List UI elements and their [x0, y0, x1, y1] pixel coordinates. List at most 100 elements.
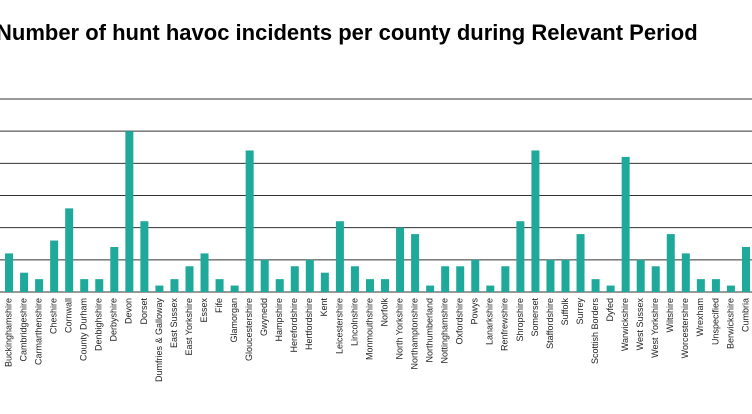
x-tick-label: Unspecified — [710, 298, 720, 345]
bar — [20, 272, 29, 292]
bar — [35, 279, 44, 292]
bar — [471, 259, 480, 292]
bar — [396, 227, 405, 292]
x-tick-label: Monmouthshire — [364, 298, 374, 360]
bar — [636, 259, 645, 292]
x-tick-label: Kent — [319, 298, 329, 317]
bar — [546, 259, 555, 292]
bar — [215, 279, 224, 292]
bar — [501, 266, 510, 292]
x-tick-label: Norfolk — [379, 298, 389, 327]
x-tick-label: Powys — [470, 298, 480, 325]
x-tick-label: Carmarthenshire — [33, 298, 43, 365]
bar — [170, 279, 179, 292]
x-tick-label: Cumbria — [740, 298, 750, 332]
x-tick-label: Dyfed — [605, 298, 615, 322]
bar — [711, 279, 720, 292]
x-tick-label: Cambridgeshire — [18, 298, 28, 362]
x-tick-label: Warwickshire — [620, 298, 630, 351]
x-tick-label: Wiltshire — [665, 298, 675, 333]
bar — [696, 279, 705, 292]
x-tick-label: Northamptonshire — [409, 298, 419, 370]
bar — [350, 266, 359, 292]
x-tick-label: Essex — [199, 298, 209, 323]
x-tick-label: Oxfordshire — [455, 298, 465, 345]
bar — [516, 221, 525, 292]
x-tick-label: Lincolnshire — [349, 298, 359, 346]
bar — [681, 253, 690, 292]
x-tick-label: Lanarkshire — [485, 298, 495, 345]
x-tick-label: Worcestershire — [680, 298, 690, 358]
bar — [365, 279, 374, 292]
x-tick-label: East Sussex — [169, 298, 179, 349]
x-tick-label: Buckinghamshire — [3, 298, 13, 367]
bar — [666, 234, 675, 292]
bar — [80, 279, 89, 292]
bar — [140, 221, 149, 292]
bar — [576, 234, 585, 292]
x-tick-label: Fife — [214, 298, 224, 313]
bar — [305, 259, 314, 292]
x-tick-label: Shropshire — [515, 298, 525, 342]
x-tick-label: Leicestershire — [334, 298, 344, 354]
bar — [275, 279, 284, 292]
x-tick-label: Dumfries & Galloway — [154, 298, 164, 383]
x-tick-label: Surrey — [575, 298, 585, 325]
bar — [621, 156, 630, 292]
bar — [381, 279, 390, 292]
x-tick-label: Dorset — [139, 298, 149, 325]
bar — [200, 253, 209, 292]
bar — [230, 285, 239, 292]
x-tick-label: Berwickshire — [725, 298, 735, 349]
x-tick-label: Herefordshire — [289, 298, 299, 353]
bar — [245, 150, 254, 292]
x-tick-label: Hampshire — [274, 298, 284, 342]
bar — [155, 285, 164, 292]
bar — [561, 259, 570, 292]
bar — [456, 266, 465, 292]
x-tick-label: Glamorgan — [229, 298, 239, 343]
bar — [65, 208, 74, 292]
bar — [320, 272, 329, 292]
x-tick-label: Hertfordshire — [304, 298, 314, 350]
x-tick-label: Cornwall — [64, 298, 74, 333]
x-tick-label: Nottinghamshire — [440, 298, 450, 364]
bar — [726, 285, 735, 292]
bar — [411, 234, 420, 292]
x-tick-label: East Yorkshire — [184, 298, 194, 356]
bar — [50, 240, 59, 292]
bar — [531, 150, 540, 292]
x-tick-label: Gwynedd — [259, 298, 269, 336]
x-tick-label: Gloucestershire — [244, 298, 254, 361]
bar — [5, 253, 14, 292]
bar — [741, 246, 750, 292]
x-tick-label: Renfrewshire — [500, 298, 510, 351]
bar — [441, 266, 450, 292]
x-tick-label: Suffolk — [560, 298, 570, 326]
bar — [185, 266, 194, 292]
bar — [110, 246, 119, 292]
bar — [260, 259, 269, 292]
bar — [290, 266, 299, 292]
x-tick-label: West Sussex — [635, 298, 645, 351]
x-tick-label: Devon — [124, 298, 134, 324]
bar — [335, 221, 344, 292]
x-tick-label: Scottish Borders — [590, 298, 600, 365]
x-tick-label: Cheshire — [49, 298, 59, 334]
x-tick-label: Staffordshire — [545, 298, 555, 349]
bar — [486, 285, 495, 292]
bar — [95, 279, 104, 292]
bar — [606, 285, 615, 292]
bar — [125, 131, 134, 292]
x-tick-label: Derbyshire — [109, 298, 119, 342]
chart-title: Number of hunt havoc incidents per count… — [0, 20, 698, 45]
bar — [426, 285, 435, 292]
x-tick-label: Northumberland — [425, 298, 435, 363]
x-tick-label: Wrexham — [695, 298, 705, 336]
x-tick-label: Denbighshire — [94, 298, 104, 351]
bar — [651, 266, 660, 292]
bar — [591, 279, 600, 292]
x-tick-label: North Yorkshire — [394, 298, 404, 360]
x-tick-label: West Yorkshire — [650, 298, 660, 358]
